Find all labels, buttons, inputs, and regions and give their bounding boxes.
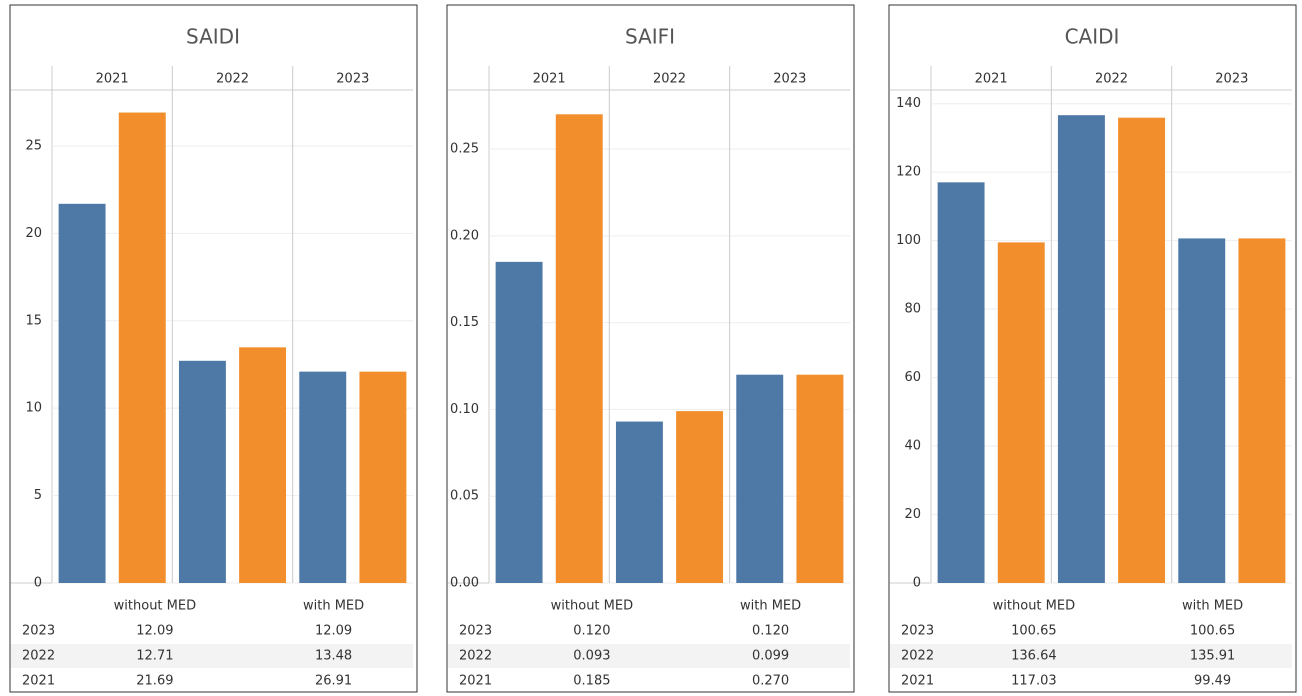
bar xyxy=(58,203,106,583)
table-value: 0.120 xyxy=(752,624,789,639)
bar xyxy=(1057,115,1105,583)
column-header: 2021 xyxy=(975,72,1008,87)
table-value: 99.49 xyxy=(1194,674,1231,689)
y-tick-label: 0.20 xyxy=(450,228,479,243)
bar xyxy=(239,347,287,583)
y-tick-label: 0 xyxy=(34,576,42,591)
bar xyxy=(555,114,603,583)
bar xyxy=(1238,238,1286,583)
panel-border xyxy=(888,4,1297,693)
y-tick-label: 20 xyxy=(25,226,42,241)
table-value: 12.09 xyxy=(315,624,352,639)
row-shade xyxy=(11,644,413,668)
table-header: without MED xyxy=(993,599,1075,614)
row-label: 2023 xyxy=(22,624,55,639)
table-value: 13.48 xyxy=(315,649,352,664)
row-label: 2022 xyxy=(901,649,934,664)
chart-title: SAIDI xyxy=(186,25,240,49)
row-shade xyxy=(890,644,1292,668)
table-value: 0.120 xyxy=(573,624,610,639)
column-header: 2023 xyxy=(1215,72,1248,87)
table-header: without MED xyxy=(114,599,196,614)
y-tick-label: 40 xyxy=(904,439,921,454)
bar xyxy=(178,360,226,583)
row-label: 2022 xyxy=(459,649,492,664)
table-value: 0.270 xyxy=(752,674,789,689)
row-label: 2023 xyxy=(901,624,934,639)
column-header: 2022 xyxy=(216,72,249,87)
table-value: 0.093 xyxy=(573,649,610,664)
y-tick-label: 0.05 xyxy=(450,489,479,504)
column-header: 2022 xyxy=(1095,72,1128,87)
panel-border xyxy=(9,4,418,693)
chart-title: SAIFI xyxy=(625,25,675,49)
column-header: 2021 xyxy=(533,72,566,87)
bar xyxy=(937,182,985,584)
y-tick-label: 60 xyxy=(904,370,921,385)
column-header: 2021 xyxy=(96,72,129,87)
bar xyxy=(495,261,543,583)
bar xyxy=(359,371,407,583)
column-header: 2023 xyxy=(773,72,806,87)
y-tick-label: 80 xyxy=(904,302,921,317)
table-value: 21.69 xyxy=(136,674,173,689)
table-header: with MED xyxy=(1182,599,1243,614)
column-header: 2023 xyxy=(336,72,369,87)
y-tick-label: 0.00 xyxy=(450,576,479,591)
row-label: 2021 xyxy=(22,674,55,689)
table-value: 12.09 xyxy=(136,624,173,639)
y-tick-label: 0 xyxy=(913,576,921,591)
table-value: 26.91 xyxy=(315,674,352,689)
table-value: 135.91 xyxy=(1190,649,1236,664)
table-value: 136.64 xyxy=(1011,649,1057,664)
column-header: 2022 xyxy=(653,72,686,87)
table-header: with MED xyxy=(303,599,364,614)
bar xyxy=(1118,117,1166,583)
table-header: without MED xyxy=(551,599,633,614)
bar xyxy=(1178,238,1226,583)
bar xyxy=(736,374,784,583)
row-label: 2021 xyxy=(901,674,934,689)
row-label: 2022 xyxy=(22,649,55,664)
y-tick-label: 25 xyxy=(25,138,42,153)
panel-border xyxy=(446,4,855,693)
bar xyxy=(676,411,724,583)
y-tick-label: 120 xyxy=(896,165,921,180)
y-tick-label: 0.10 xyxy=(450,402,479,417)
table-header: with MED xyxy=(740,599,801,614)
chart-title: CAIDI xyxy=(1065,25,1120,49)
row-shade xyxy=(448,644,850,668)
y-tick-label: 5 xyxy=(34,488,42,503)
table-value: 12.71 xyxy=(136,649,173,664)
bar xyxy=(997,242,1045,583)
y-tick-label: 0.15 xyxy=(450,315,479,330)
bar xyxy=(299,371,347,583)
row-label: 2021 xyxy=(459,674,492,689)
y-tick-label: 0.25 xyxy=(450,142,479,157)
bar xyxy=(796,374,844,583)
table-value: 0.099 xyxy=(752,649,789,664)
y-tick-label: 15 xyxy=(25,313,42,328)
row-label: 2023 xyxy=(459,624,492,639)
y-tick-label: 140 xyxy=(896,96,921,111)
y-tick-label: 100 xyxy=(896,233,921,248)
bar xyxy=(118,112,166,583)
y-tick-label: 20 xyxy=(904,507,921,522)
table-value: 117.03 xyxy=(1011,674,1057,689)
table-value: 100.65 xyxy=(1011,624,1057,639)
table-value: 100.65 xyxy=(1190,624,1236,639)
y-tick-label: 10 xyxy=(25,401,42,416)
bar xyxy=(615,421,663,583)
table-value: 0.185 xyxy=(573,674,610,689)
